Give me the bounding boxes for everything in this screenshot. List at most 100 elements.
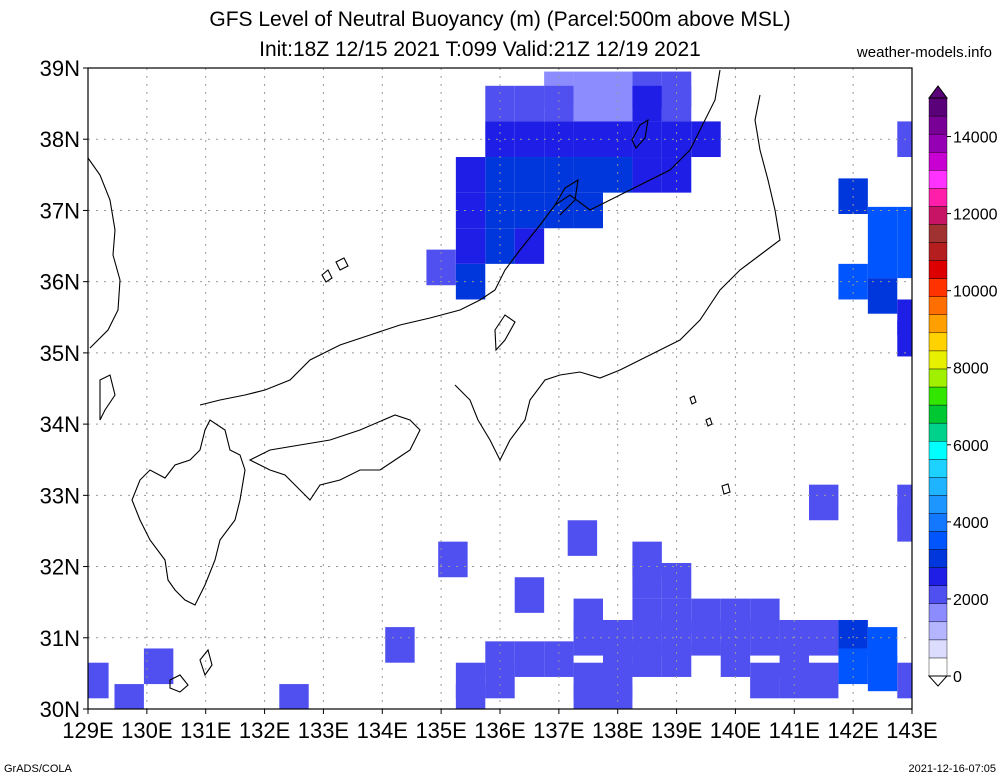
- colorbar-swatch: [928, 404, 948, 424]
- colorbar-swatch: [928, 296, 948, 315]
- heat-cell: [750, 619, 780, 656]
- y-tick-label: 31N: [40, 626, 80, 651]
- colorbar-swatch: [928, 350, 948, 370]
- heat-cell: [750, 662, 780, 699]
- colorbar-swatch: [928, 639, 948, 659]
- heat-cell: [809, 619, 839, 656]
- heat-cell: [514, 157, 545, 193]
- colorbar-swatch: [928, 386, 948, 406]
- colorbar-tick-label: 4000: [953, 515, 989, 532]
- coast-okinoshima: [321, 257, 349, 283]
- chart-title: GFS Level of Neutral Buoyancy (m) (Parce…: [209, 8, 791, 31]
- heat-cell: [603, 684, 633, 709]
- coast-awaji: [494, 314, 516, 352]
- heat-cell: [573, 619, 603, 656]
- colorbar-swatch: [928, 206, 948, 225]
- x-tick-label: 141E: [769, 718, 820, 743]
- heat-cell: [720, 641, 751, 677]
- heat-cell: [632, 641, 662, 677]
- site-credit: weather-models.info: [856, 44, 992, 61]
- heat-cell: [867, 278, 898, 314]
- heat-cell: [897, 242, 912, 279]
- colorbar-tick-label: 10000: [953, 284, 998, 301]
- x-tick-label: 142E: [827, 718, 878, 743]
- heat-cell: [485, 85, 515, 122]
- colorbar-swatch: [928, 422, 948, 442]
- colorbar-swatch: [928, 115, 948, 135]
- colorbar: 0 2000 4000 6000 8000 10000 12000 14000: [927, 85, 998, 687]
- colorbar-swatch: [928, 440, 948, 460]
- colorbar-tick-label: 14000: [953, 130, 998, 147]
- heat-cell: [385, 627, 415, 663]
- x-tick-label: 138E: [592, 718, 643, 743]
- colorbar-tick-label: 0: [953, 669, 962, 686]
- coast-honshu-south: [454, 94, 781, 462]
- heat-cell: [88, 662, 109, 699]
- colorbar-tick-label: 8000: [953, 361, 989, 378]
- colorbar-swatch: [928, 495, 948, 514]
- colorbar-swatch: [928, 170, 948, 189]
- heat-cell: [573, 157, 603, 193]
- heat-cell: [279, 684, 309, 709]
- coast-sado: [631, 118, 649, 149]
- heat-cell: [438, 541, 468, 578]
- x-tick-label: 134E: [357, 718, 408, 743]
- colorbar-swatch: [928, 603, 948, 623]
- coast-shikoku: [248, 414, 421, 501]
- heat-cell: [632, 157, 662, 193]
- heat-cell: [573, 192, 603, 229]
- colorbar-max-arrow: [928, 85, 948, 99]
- x-tick-label: 133E: [298, 718, 349, 743]
- x-tick-label: 135E: [415, 718, 466, 743]
- heat-cell: [661, 157, 692, 193]
- x-tick-label: 131E: [180, 718, 231, 743]
- y-tick-label: 38N: [40, 127, 80, 152]
- y-tick-label: 32N: [40, 555, 80, 580]
- heat-cell: [143, 648, 174, 685]
- colorbar-tick-label: 6000: [953, 438, 989, 455]
- colorbar-swatch: [928, 585, 948, 604]
- x-tick-label: 132E: [239, 718, 290, 743]
- colorbar-swatch: [928, 531, 948, 550]
- colorbar-swatch: [928, 314, 948, 334]
- heat-cell: [455, 157, 486, 193]
- heat-cell: [867, 655, 898, 692]
- heat-cell: [867, 206, 898, 243]
- coastline: [87, 69, 781, 693]
- heat-cell: [661, 85, 692, 122]
- y-tick-label: 35N: [40, 341, 80, 366]
- heat-cell: [514, 641, 545, 677]
- x-tick-label: 139E: [651, 718, 702, 743]
- footer-timestamp: 2021-12-16-07:05: [908, 763, 996, 775]
- heat-cell: [514, 85, 545, 122]
- heat-cell: [567, 520, 598, 556]
- coast-honshu-west: [199, 69, 721, 406]
- footer-credit: GrADS/COLA: [4, 763, 72, 775]
- heat-cell: [573, 121, 603, 158]
- y-axis-ticks: 30N 31N 32N 33N 34N 35N 36N 37N 38N 39N: [40, 56, 88, 722]
- heat-cell: [114, 684, 144, 709]
- heat-cell: [455, 228, 486, 264]
- colorbar-swatch: [928, 459, 948, 478]
- x-tick-label: 140E: [710, 718, 761, 743]
- heat-cell: [485, 157, 515, 193]
- y-tick-label: 33N: [40, 483, 80, 508]
- colorbar-swatch: [928, 513, 948, 532]
- colorbar-swatch: [928, 151, 948, 171]
- heat-cell: [573, 684, 603, 709]
- colorbar-swatch: [928, 278, 948, 297]
- y-tick-label: 37N: [40, 198, 80, 223]
- heat-cell: [544, 641, 574, 677]
- heat-cell: [544, 85, 574, 122]
- coast-izu-islands: [689, 395, 731, 495]
- heat-cell: [661, 641, 692, 677]
- coast-korea: [87, 157, 121, 349]
- heat-cell: [455, 684, 486, 709]
- heat-cell: [838, 648, 868, 685]
- colorbar-swatch: [928, 97, 948, 117]
- colorbar-swatch: [928, 477, 948, 496]
- heat-cell: [632, 85, 662, 122]
- heat-cell: [426, 249, 456, 286]
- heat-cell: [809, 662, 839, 699]
